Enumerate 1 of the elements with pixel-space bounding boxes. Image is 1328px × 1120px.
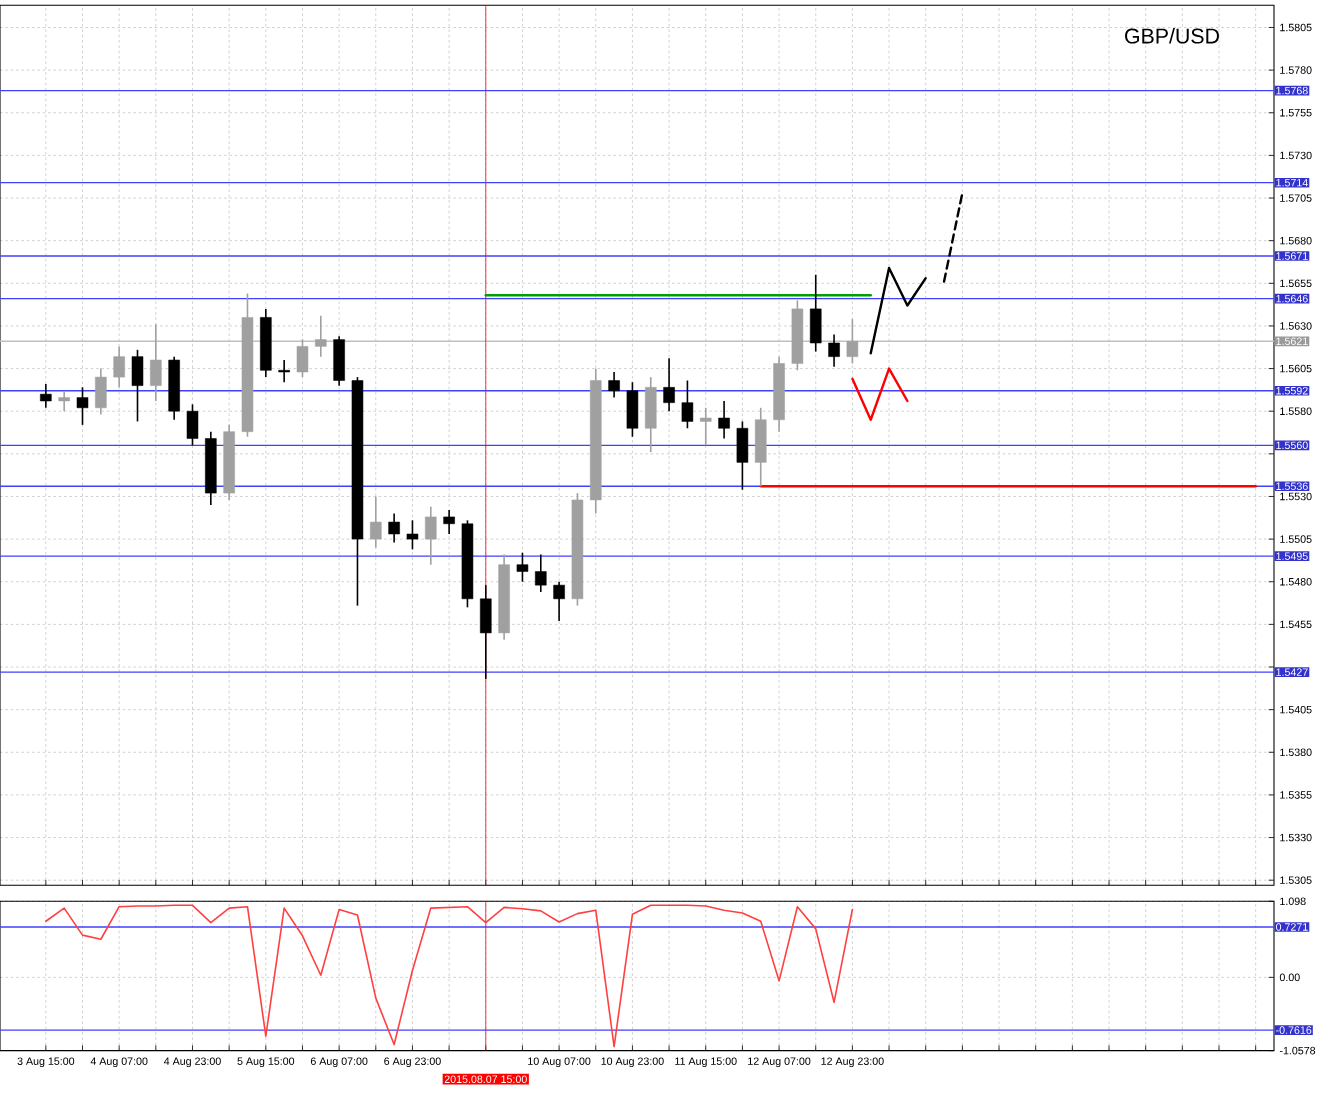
text: GBP/USD <box>1125 27 1219 44</box>
